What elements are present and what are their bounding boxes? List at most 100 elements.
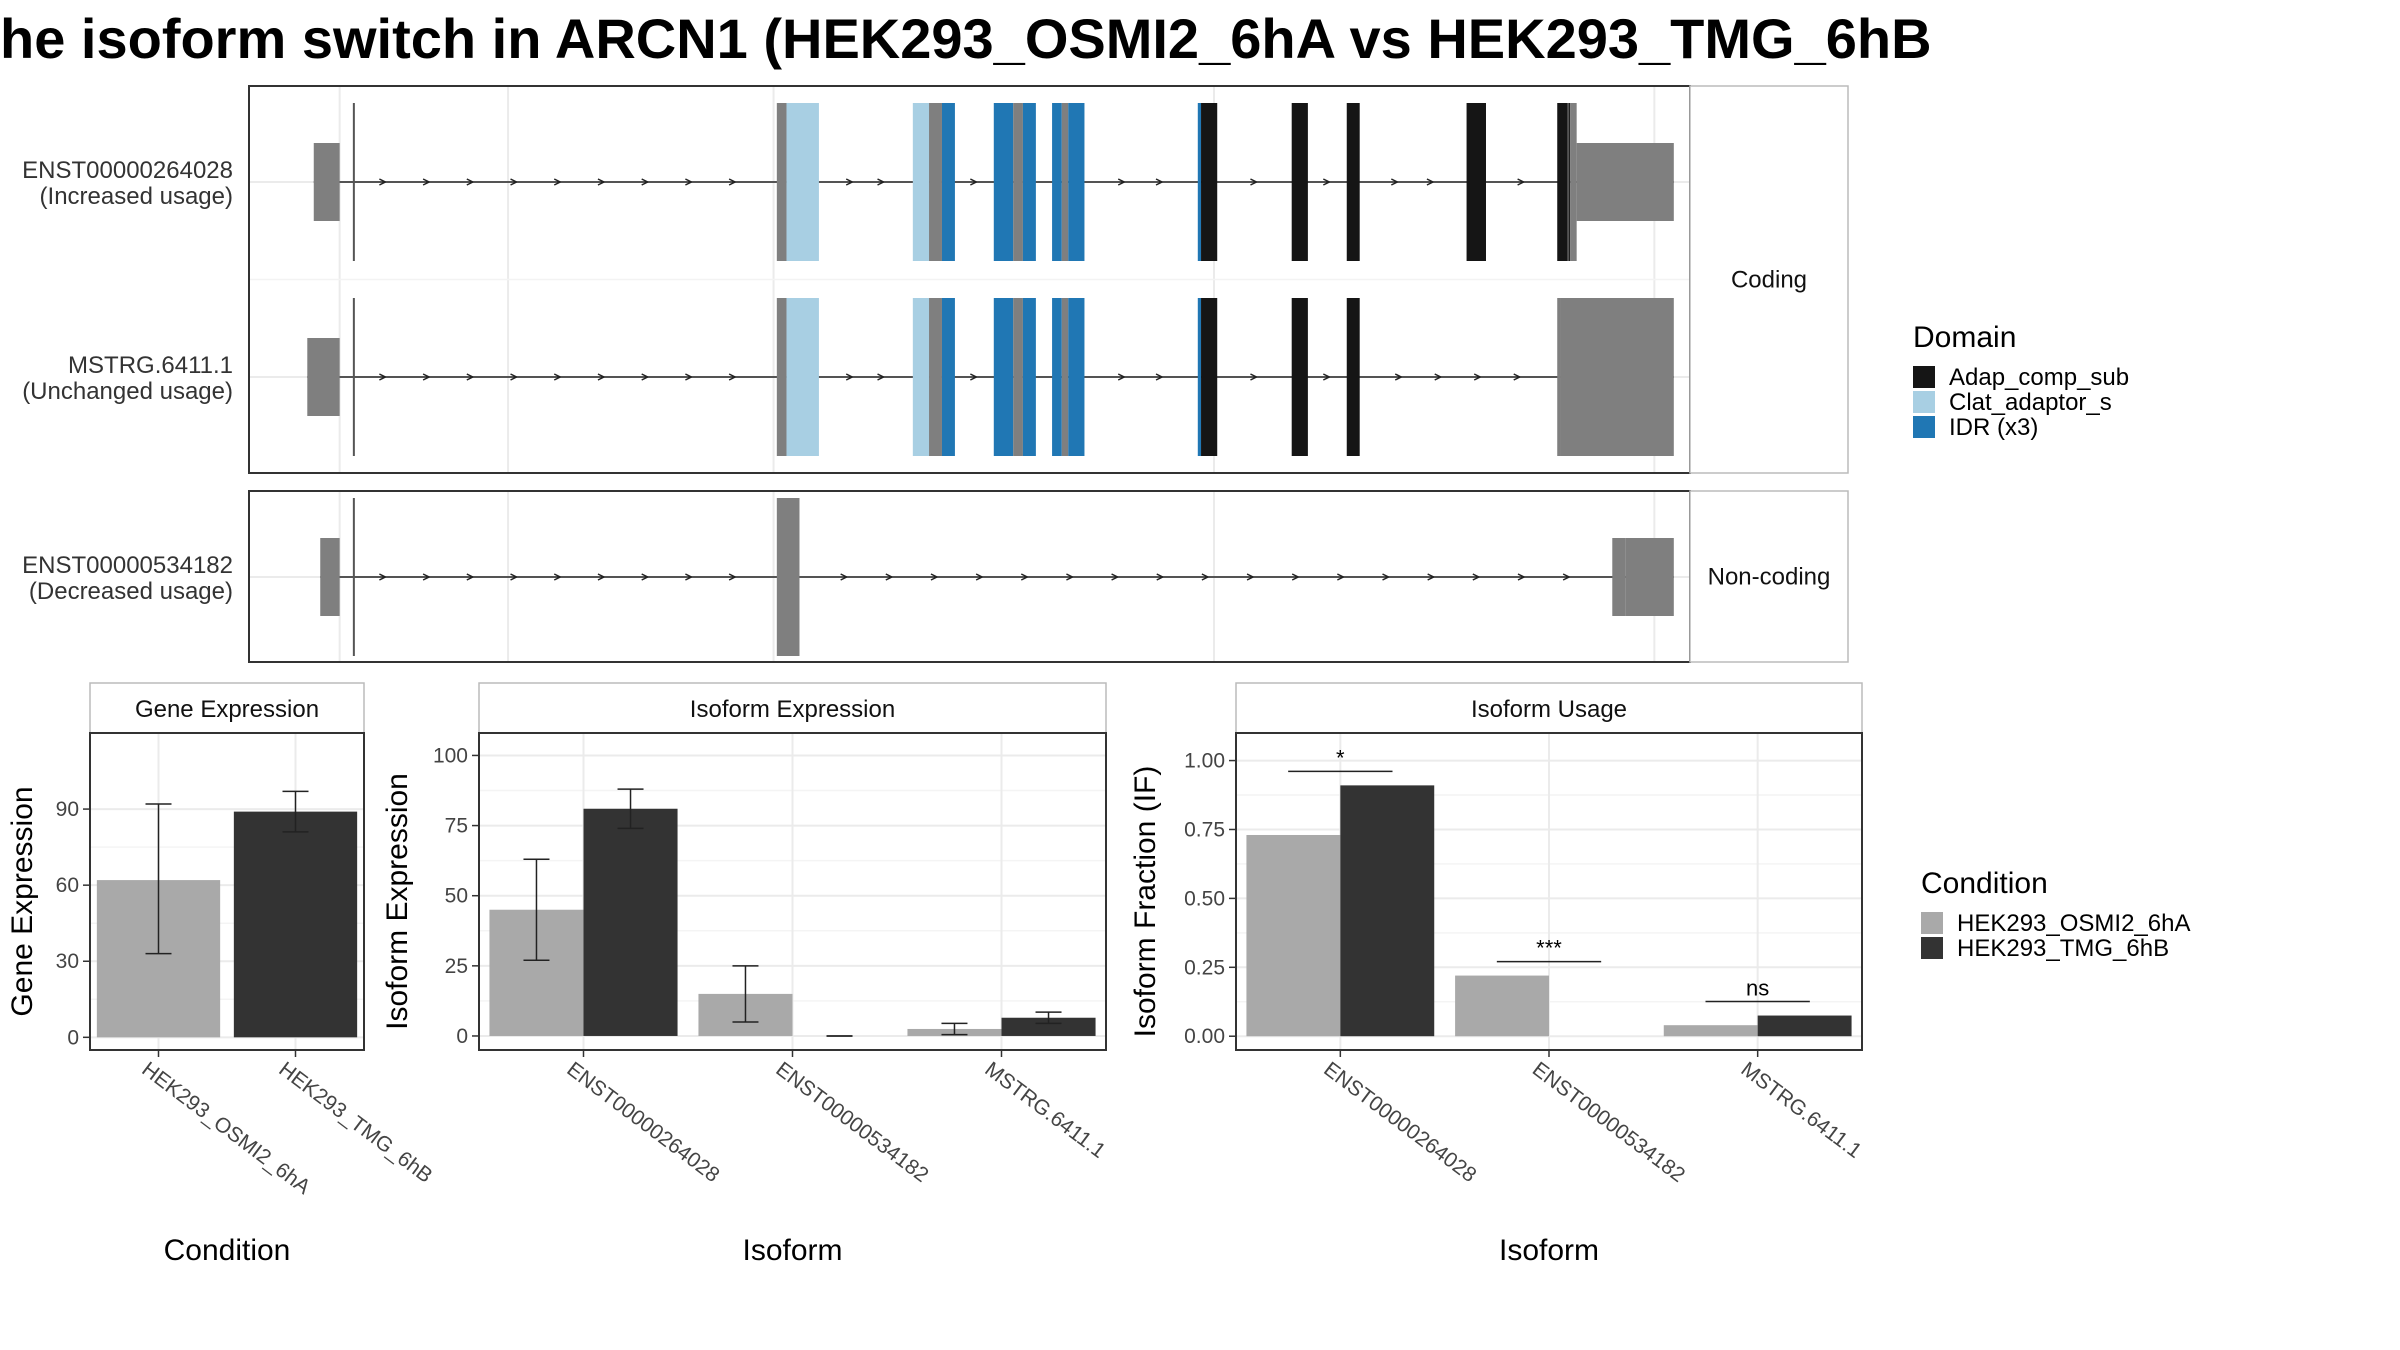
bar-panel-0: Gene Expression0306090HEK293_OSMI2_6hAHE…: [6, 682, 437, 1267]
exon-utr: [1557, 298, 1561, 456]
exon-clat-adaptor-s: [912, 103, 930, 261]
y-tick-label: 25: [445, 955, 468, 978]
exon-idr-x3-: [1052, 103, 1062, 261]
exon-idr-x3-: [1068, 103, 1085, 261]
strand-arrow: [466, 373, 475, 381]
x-tick-label: ENST00000534182: [1528, 1058, 1689, 1187]
strand-arrow: [1117, 178, 1126, 186]
x-tick-label: ENST00000264028: [562, 1058, 723, 1187]
strand-arrow: [1246, 573, 1255, 581]
exon-idr-x3-: [993, 103, 1014, 261]
domain-legend-key: [1913, 416, 1935, 438]
transcript-id-label: MSTRG.6411.1: [68, 352, 233, 379]
exon-utr: [307, 338, 340, 416]
exon-utr: [929, 298, 942, 456]
strand-arrow: [728, 373, 737, 381]
significance-label: ***: [1536, 936, 1562, 961]
strand-arrow: [877, 178, 886, 186]
strand-arrow: [641, 178, 650, 186]
strand-arrow: [553, 178, 562, 186]
exon-utr: [1560, 298, 1674, 456]
exon-utr: [929, 103, 942, 261]
strand-arrow: [1394, 373, 1403, 381]
significance-label: ns: [1746, 976, 1769, 1001]
structure-panel-1: ENST00000534182(Decreased usage) Non-codi…: [22, 490, 1849, 663]
cds-boundary-mark: [1567, 103, 1570, 261]
exon-utr: [776, 298, 787, 456]
strand-arrow: [1473, 373, 1482, 381]
bar: [1757, 1015, 1852, 1037]
strand-arrow: [728, 573, 737, 581]
strand-arrow: [379, 373, 388, 381]
cds-boundary-mark: [352, 103, 355, 261]
facet-strip: [1689, 490, 1849, 663]
bar: [1663, 1025, 1758, 1037]
strand-arrow: [877, 373, 886, 381]
y-tick-label: 50: [445, 885, 468, 908]
exon-adap-comp-sub: [1346, 103, 1360, 261]
exon-adap-comp-sub: [1466, 103, 1486, 261]
strand-arrow: [466, 178, 475, 186]
x-tick-label: MSTRG.6411.1: [980, 1058, 1109, 1163]
strand-arrow: [1427, 573, 1436, 581]
condition-legend-label: HEK293_OSMI2_6hA: [1957, 910, 2190, 937]
facet-strip: [1689, 85, 1849, 474]
figure-title: he isoform switch in ARCN1 (HEK293_OSMI2…: [0, 7, 1932, 70]
strand-arrow: [466, 573, 475, 581]
cds-boundary-mark: [352, 298, 355, 456]
y-tick-label: 100: [433, 744, 468, 767]
panel-border: [1235, 732, 1863, 1051]
y-tick-label: 75: [445, 815, 468, 838]
strand-arrow: [685, 373, 694, 381]
exon-idr-x3-: [1022, 103, 1036, 261]
x-tick-label: ENST00000264028: [1319, 1058, 1480, 1187]
strand-arrow: [1156, 573, 1165, 581]
domain-legend-key: [1913, 366, 1935, 388]
strand-arrow: [379, 573, 388, 581]
strand-arrow: [1066, 573, 1075, 581]
strand-arrow: [1390, 178, 1399, 186]
exon-clat-adaptor-s: [786, 298, 819, 456]
panel-strip: [1235, 682, 1863, 734]
x-tick-label: MSTRG.6411.1: [1737, 1058, 1866, 1163]
strand-arrow: [1322, 373, 1331, 381]
bar-panel-1: Isoform Expression 0 25 50 75 100 ENST00000264…: [381, 682, 1110, 1267]
y-tick-label: 0: [456, 1025, 468, 1048]
panel-title: Isoform Expression: [690, 696, 895, 723]
strand-arrow: [975, 573, 984, 581]
cds-boundary-mark: [352, 498, 355, 656]
strand-arrow: [970, 178, 979, 186]
exon-utr: [1013, 103, 1023, 261]
strand-arrow: [1434, 373, 1443, 381]
bar: [1246, 834, 1341, 1037]
y-tick-label: 90: [56, 798, 79, 821]
exon-utr: [1625, 538, 1674, 616]
exon-adap-comp-sub: [1557, 103, 1571, 261]
condition-legend-title: Condition: [1921, 867, 2048, 900]
y-tick-label: 0.50: [1184, 887, 1225, 910]
y-axis-title: Isoform Expression: [381, 773, 414, 1030]
transcript-usage-label: (Unchanged usage): [22, 378, 233, 405]
strand-arrow: [1426, 178, 1435, 186]
bar: [1455, 975, 1549, 1037]
y-tick-label: 60: [56, 874, 79, 897]
bar: [1340, 785, 1435, 1037]
exon-clat-adaptor-s: [786, 103, 819, 261]
strand-arrow: [1155, 178, 1164, 186]
exon-utr: [1576, 143, 1674, 221]
y-tick-label: 0.25: [1184, 956, 1225, 979]
strand-arrow: [641, 573, 650, 581]
y-tick-label: 0: [67, 1026, 79, 1049]
exon-idr-x3-: [1052, 298, 1062, 456]
exon-utr: [320, 538, 340, 616]
exon-clat-adaptor-s: [912, 298, 930, 456]
condition-legend-label: HEK293_TMG_6hB: [1957, 935, 2169, 962]
panel-strip: [89, 682, 365, 734]
strand-arrow: [845, 373, 854, 381]
strand-arrow: [597, 373, 606, 381]
strand-arrow: [422, 178, 431, 186]
bar: [1001, 1017, 1096, 1036]
y-tick-label: 0.00: [1184, 1025, 1225, 1048]
